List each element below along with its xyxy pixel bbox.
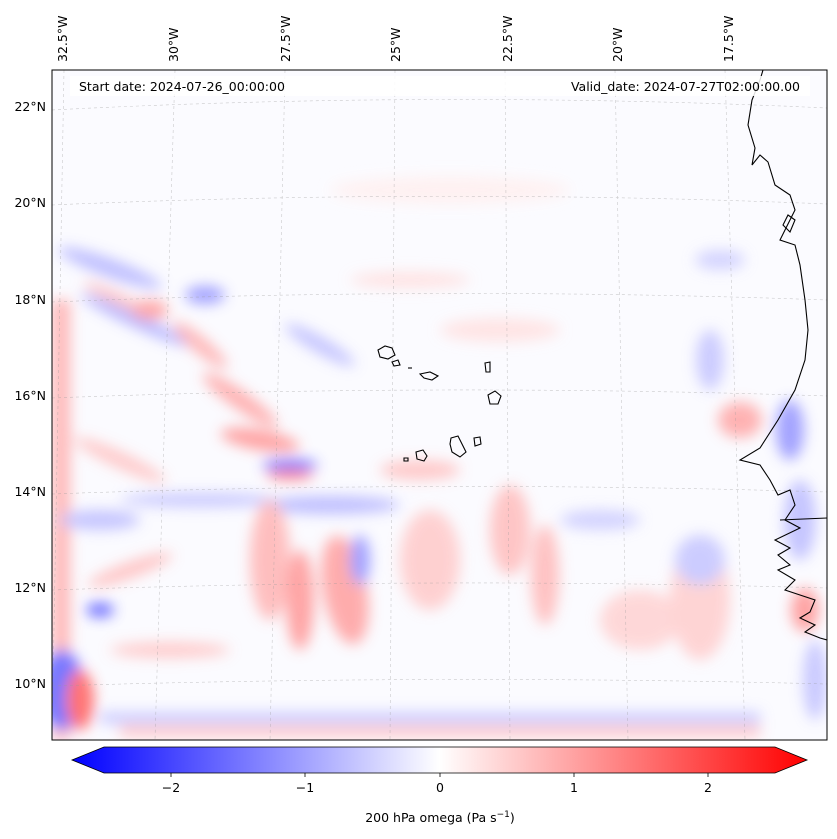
lon-label-17-5w: 17.5°W <box>721 16 736 62</box>
header-band <box>70 76 810 96</box>
lat-label-16n: 16°N <box>14 388 46 403</box>
lat-label-18n: 18°N <box>14 292 46 307</box>
lat-label-22n: 22°N <box>14 99 46 114</box>
lat-label-14n: 14°N <box>14 484 46 499</box>
colorbar: −2 −1 0 1 2 200 hPa omega (Pa s−1) <box>70 746 809 825</box>
lon-label-32-5w: 32.5°W <box>55 16 70 62</box>
colorbar-tick-neg1: −1 <box>296 780 314 795</box>
colorbar-tick-2: 2 <box>704 780 712 795</box>
colorbar-tick-0: 0 <box>436 780 444 795</box>
colorbar-tick-neg2: −2 <box>162 780 180 795</box>
lat-label-10n: 10°N <box>14 676 46 691</box>
valid-date-label: Valid_date: 2024-07-27T02:00:00.00 <box>571 79 800 94</box>
colorbar-body <box>70 746 809 774</box>
lat-label-12n: 12°N <box>14 580 46 595</box>
lon-label-22-5w: 22.5°W <box>500 16 515 62</box>
lon-label-30w: 30°W <box>166 27 181 62</box>
lon-label-25w: 25°W <box>388 27 403 62</box>
coastline-africa <box>738 70 827 641</box>
map-panel <box>52 70 827 740</box>
lat-label-20n: 20°N <box>14 195 46 210</box>
map-frame <box>51 69 828 741</box>
latitude-labels: 22°N 20°N 18°N 16°N 14°N 12°N 10°N <box>14 99 46 691</box>
colorbar-ticks <box>170 773 709 777</box>
colorbar-label: 200 hPa omega (Pa s−1) <box>365 810 515 825</box>
gridlines <box>52 70 827 740</box>
cape-verde-islands <box>377 345 502 462</box>
longitude-labels: 32.5°W 30°W 27.5°W 25°W 22.5°W 20°W 17.5… <box>55 16 736 62</box>
lon-label-20w: 20°W <box>610 27 625 62</box>
lon-label-27-5w: 27.5°W <box>278 16 293 62</box>
colorbar-tick-1: 1 <box>570 780 578 795</box>
omega-field <box>52 176 827 740</box>
start-date-label: Start date: 2024-07-26_00:00:00 <box>79 79 285 94</box>
